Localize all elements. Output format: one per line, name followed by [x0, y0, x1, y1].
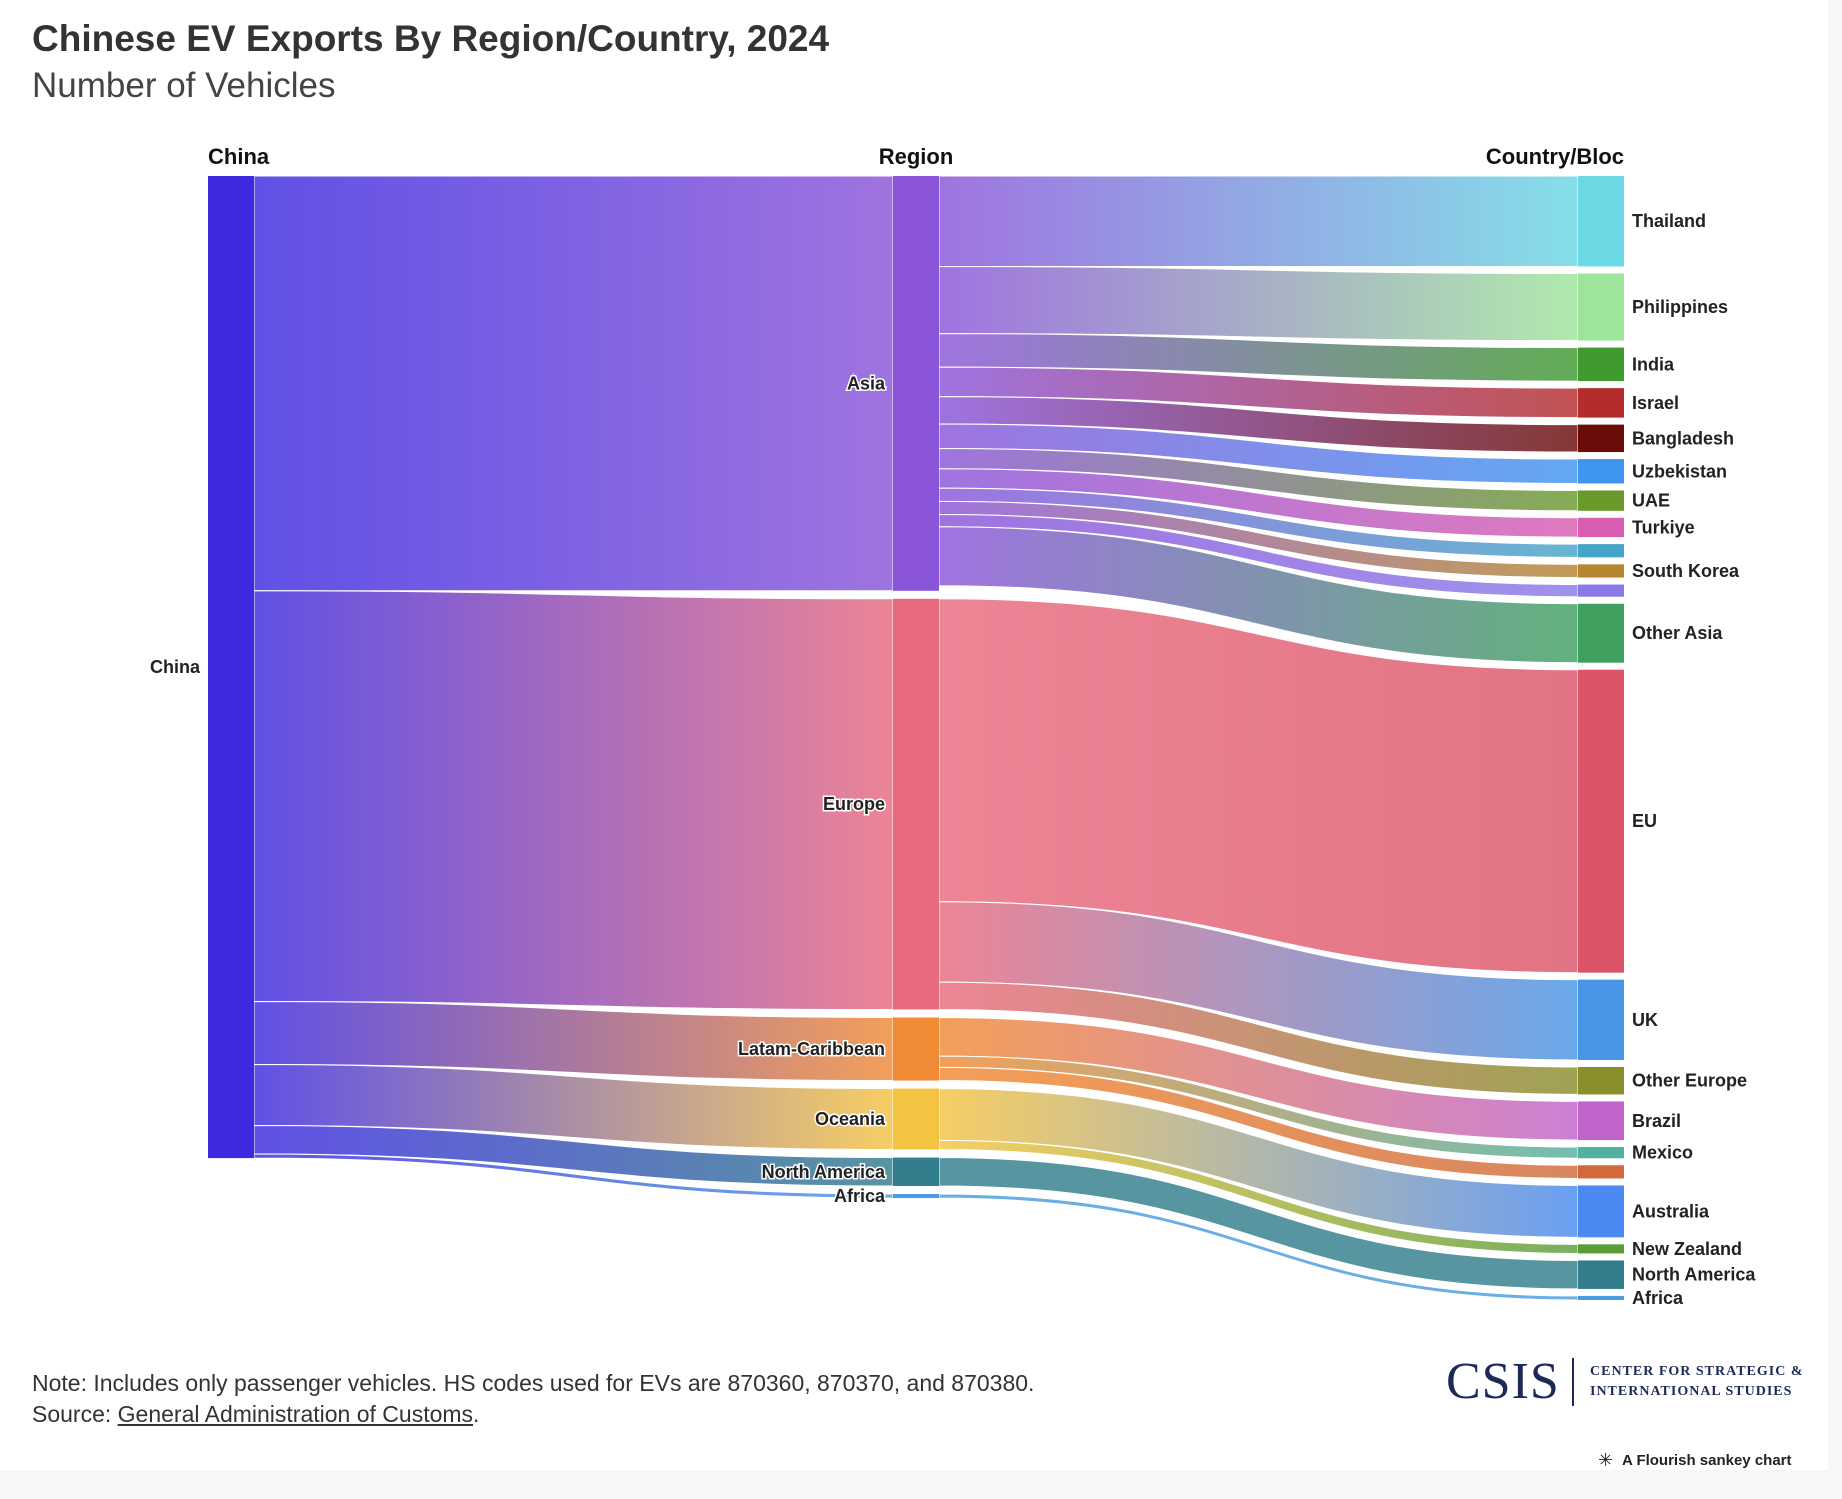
node-north-america[interactable] — [1578, 1260, 1624, 1289]
node-bangladesh[interactable] — [1578, 424, 1624, 453]
node-label-uzbekistan: Uzbekistan — [1632, 461, 1727, 481]
node-china[interactable] — [208, 176, 254, 1159]
link-oceania-to-australia[interactable] — [938, 1088, 1579, 1238]
node-label-uk: UK — [1632, 1010, 1658, 1030]
logo-line-2: INTERNATIONAL STUDIES — [1590, 1384, 1793, 1399]
node-label-africa: Africa — [834, 1186, 886, 1206]
flourish-credit-link[interactable]: A Flourish sankey chart — [1622, 1452, 1792, 1469]
labels-layer: China Asia Europe Latam-Caribbean Oceania Nor… — [150, 211, 1756, 1308]
footnote: Note: Includes only passenger vehicles. … — [32, 1368, 1034, 1430]
node-israel[interactable] — [1578, 388, 1624, 418]
column-header-country-bloc: Country/Bloc — [1486, 144, 1624, 169]
link-latam-caribbean-to-brazil[interactable] — [938, 1017, 1579, 1141]
node-latam-caribbean[interactable] — [893, 1017, 939, 1081]
logo-subtitle: CENTER FOR STRATEGIC & INTERNATIONAL STU… — [1590, 1362, 1820, 1402]
link-asia-to-uae[interactable] — [938, 447, 1579, 512]
node-label-brazil: Brazil — [1632, 1111, 1681, 1131]
source-link[interactable]: General Administration of Customs — [117, 1401, 474, 1427]
node-label-other-asia: Other Asia — [1632, 623, 1723, 643]
node-mexico[interactable] — [1578, 1147, 1624, 1159]
node-other-europe[interactable] — [1578, 1066, 1624, 1095]
node-new-zealand[interactable] — [1578, 1244, 1624, 1254]
source-prefix: Source: — [32, 1401, 118, 1427]
node-other-asia[interactable] — [1578, 603, 1624, 663]
link-asia-to-thailand[interactable] — [938, 175, 1579, 267]
source-line: Source: General Administration of Custom… — [32, 1399, 1034, 1430]
node-label-india: India — [1632, 354, 1675, 374]
node-label-uae: UAE — [1632, 491, 1670, 511]
node-label-china: China — [150, 657, 201, 677]
node-label-new-zealand: New Zealand — [1632, 1239, 1742, 1259]
link-asia-to-philippines[interactable] — [938, 265, 1579, 342]
node-label-thailand: Thailand — [1632, 211, 1706, 231]
node-label-bangladesh: Bangladesh — [1632, 428, 1734, 448]
node-asiaother2[interactable] — [1578, 584, 1624, 597]
column-header-china: China — [208, 144, 270, 169]
node-label-other-europe: Other Europe — [1632, 1071, 1747, 1091]
node-label-eu: EU — [1632, 811, 1657, 831]
node-eu[interactable] — [1578, 669, 1624, 973]
node-uae[interactable] — [1578, 490, 1624, 511]
logo-wordmark: CSIS — [1446, 1353, 1560, 1410]
source-suffix: . — [473, 1401, 480, 1427]
flourish-star-icon: ✳ — [1598, 1450, 1614, 1471]
link-china-to-europe[interactable] — [253, 590, 894, 1011]
node-oceania[interactable] — [893, 1088, 939, 1150]
node-south-korea[interactable] — [1578, 564, 1624, 578]
nodes-layer — [208, 176, 1624, 1300]
node-africa[interactable] — [893, 1194, 939, 1199]
chart-card: Chinese EV Exports By Region/Country, 20… — [32, 18, 1820, 1430]
link-china-to-asia[interactable] — [253, 175, 894, 592]
node-label-north-america: North America — [1632, 1265, 1756, 1285]
node-uk[interactable] — [1578, 979, 1624, 1060]
node-label-south-korea: South Korea — [1632, 561, 1740, 581]
node-label-turkiye: Turkiye — [1632, 517, 1695, 537]
logo-line-1: CENTER FOR STRATEGIC & — [1590, 1364, 1804, 1379]
node-label-africa: Africa — [1632, 1288, 1684, 1308]
link-europe-to-uk[interactable] — [938, 901, 1579, 1061]
node-label-europe: Europe — [823, 794, 885, 814]
node-europe[interactable] — [893, 598, 939, 1010]
chart-title: Chinese EV Exports By Region/Country, 20… — [32, 18, 830, 59]
node-philippines[interactable] — [1578, 273, 1624, 341]
link-asia-to-israel[interactable] — [938, 366, 1579, 419]
node-north-america[interactable] — [893, 1157, 939, 1187]
node-label-philippines: Philippines — [1632, 297, 1728, 317]
node-turkiye[interactable] — [1578, 517, 1624, 538]
link-china-to-north-america[interactable] — [253, 1125, 894, 1187]
note-text: Note: Includes only passenger vehicles. … — [32, 1370, 1035, 1396]
node-label-north-america: North America — [762, 1162, 886, 1182]
node-india[interactable] — [1578, 347, 1624, 382]
node-label-israel: Israel — [1632, 393, 1679, 413]
node-thailand[interactable] — [1578, 176, 1624, 267]
node-africa[interactable] — [1578, 1295, 1624, 1300]
column-header-region: Region — [879, 144, 954, 169]
node-latamother[interactable] — [1578, 1165, 1624, 1179]
link-asia-to-other-asia[interactable] — [938, 526, 1579, 664]
logo-divider — [1572, 1358, 1574, 1406]
link-oceania-to-new-zealand[interactable] — [938, 1139, 1579, 1254]
node-label-oceania: Oceania — [815, 1109, 886, 1129]
chart-subtitle: Number of Vehicles — [32, 66, 336, 105]
column-headers: China Region Country/Bloc — [208, 144, 1624, 169]
sankey-chart: China Asia Europe Latam-Caribbean Oceania Nor… — [150, 144, 1756, 1308]
link-asia-to-asiaother1[interactable] — [938, 487, 1579, 558]
node-asiaother1[interactable] — [1578, 544, 1624, 558]
links-layer — [253, 175, 1579, 1301]
link-europe-to-other-europe[interactable] — [938, 981, 1579, 1095]
node-label-australia: Australia — [1632, 1201, 1710, 1221]
node-brazil[interactable] — [1578, 1101, 1624, 1141]
node-label-asia: Asia — [847, 373, 886, 393]
link-latam-caribbean-to-latamother[interactable] — [938, 1066, 1579, 1179]
node-asia[interactable] — [893, 176, 939, 591]
node-australia[interactable] — [1578, 1185, 1624, 1238]
node-label-latam-caribbean: Latam-Caribbean — [738, 1039, 885, 1059]
node-uzbekistan[interactable] — [1578, 459, 1624, 484]
node-label-mexico: Mexico — [1632, 1143, 1693, 1163]
